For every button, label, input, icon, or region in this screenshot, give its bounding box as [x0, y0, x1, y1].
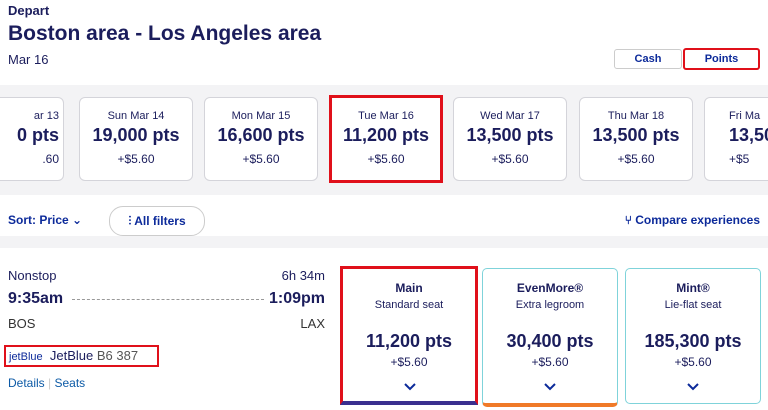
date-points: 13,50 — [729, 125, 768, 145]
expand-chevron[interactable] — [686, 379, 700, 397]
destination: LAX — [300, 316, 325, 331]
fare-card[interactable]: Main Standard seat 11,200 pts +$5.60 — [340, 266, 478, 405]
fare-name: EvenMore® — [516, 281, 584, 295]
fare-seat: Lie-flat seat — [664, 299, 722, 311]
section-label: Depart — [8, 3, 50, 18]
date-card[interactable]: Wed Mar 17 13,500 pts +$5.60 — [453, 97, 567, 181]
filters-label: All filters — [134, 214, 186, 228]
date-points: 11,200 pts — [342, 125, 430, 145]
airline-box: jetBlue JetBlue B6 387 — [4, 345, 159, 367]
date-points: 13,500 pts — [466, 125, 554, 145]
airline-name: JetBlue — [49, 348, 94, 363]
sort-label: Sort: Price — [8, 213, 69, 227]
fare-points: 185,300 pts — [644, 331, 742, 351]
divider — [0, 236, 768, 248]
date-points: 0 pts — [16, 125, 59, 145]
fare-fee: +$5.60 — [531, 355, 569, 369]
duration: 6h 34m — [281, 268, 325, 283]
sort-button[interactable]: Sort: Price ⌄ — [8, 213, 83, 227]
fare-fee: +$5.60 — [674, 355, 712, 369]
stops: Nonstop — [8, 268, 57, 283]
date-card[interactable]: Thu Mar 18 13,500 pts +$5.60 — [579, 97, 693, 181]
fare-name: Mint® — [676, 281, 710, 295]
route-line — [72, 299, 264, 300]
date-points: 13,500 pts — [592, 125, 680, 145]
date-day: Mon Mar 15 — [231, 110, 291, 122]
chevron-icon — [404, 383, 416, 391]
date-day: Sun Mar 14 — [107, 110, 165, 122]
date-day: Fri Ma — [729, 110, 761, 122]
points-button[interactable]: Points — [683, 48, 760, 70]
date-fee: +$5.60 — [117, 152, 155, 166]
date-card[interactable]: Tue Mar 16 11,200 pts +$5.60 — [329, 95, 443, 183]
depart-time: 9:35am — [8, 290, 64, 307]
flight-links: Details | Seats — [8, 376, 86, 390]
date-fee: +$5.60 — [242, 152, 280, 166]
date-card[interactable]: Mon Mar 15 16,600 pts +$5.60 — [204, 97, 318, 181]
chevron-icon — [544, 383, 556, 391]
date-card[interactable]: ar 13 0 pts .60 — [0, 97, 64, 181]
fare-card[interactable]: EvenMore® Extra legroom 30,400 pts +$5.60 — [482, 268, 618, 407]
arrive-time: 1:09pm — [268, 290, 325, 307]
date-fee: +$5.60 — [367, 152, 405, 166]
date-strip: ar 13 0 pts .60 Sun Mar 14 19,000 pts +$5.60 M… — [0, 85, 768, 195]
date-fee: +$5.60 — [491, 152, 529, 166]
fare-card[interactable]: Mint® Lie-flat seat 185,300 pts +$5.60 — [625, 268, 761, 404]
compare-link[interactable]: ⑂ Compare experiences — [624, 213, 760, 227]
date-day: Thu Mar 18 — [607, 110, 665, 122]
fare-seat: Standard seat — [374, 299, 444, 311]
origin: BOS — [8, 316, 36, 331]
fare-points: 30,400 pts — [506, 331, 594, 351]
fare-seat: Extra legroom — [515, 299, 585, 311]
date-fee: +$5.60 — [617, 152, 655, 166]
date-day: Wed Mar 17 — [480, 110, 540, 122]
date-points: 19,000 pts — [92, 125, 180, 145]
date-points: 16,600 pts — [217, 125, 305, 145]
chevron-icon — [687, 383, 699, 391]
expand-chevron[interactable] — [543, 379, 557, 397]
expand-chevron[interactable] — [403, 379, 417, 397]
date-day: Tue Mar 16 — [358, 110, 414, 122]
seats-link[interactable]: Seats — [54, 376, 86, 390]
cash-button[interactable]: Cash — [614, 49, 682, 69]
compare-label: Compare experiences — [635, 213, 760, 227]
airline-logo: jetBlue — [9, 351, 43, 363]
date-card[interactable]: Sun Mar 14 19,000 pts +$5.60 — [79, 97, 193, 181]
date-fee: .60 — [42, 152, 59, 166]
date-day: ar 13 — [33, 110, 59, 122]
date-label: Mar 16 — [8, 52, 49, 67]
route-title: Boston area - Los Angeles area — [8, 22, 322, 45]
fare-name: Main — [395, 281, 423, 295]
flight-number: B6 387 — [96, 348, 139, 363]
fare-points: 11,200 pts — [365, 331, 453, 351]
fare-fee: +$5.60 — [390, 355, 428, 369]
date-fee: +$5 — [729, 152, 750, 166]
details-link[interactable]: Details — [8, 376, 45, 390]
filters-button[interactable]: ⫶ All filters — [109, 206, 205, 236]
date-card[interactable]: Fri Ma 13,50 +$5 — [704, 97, 768, 181]
